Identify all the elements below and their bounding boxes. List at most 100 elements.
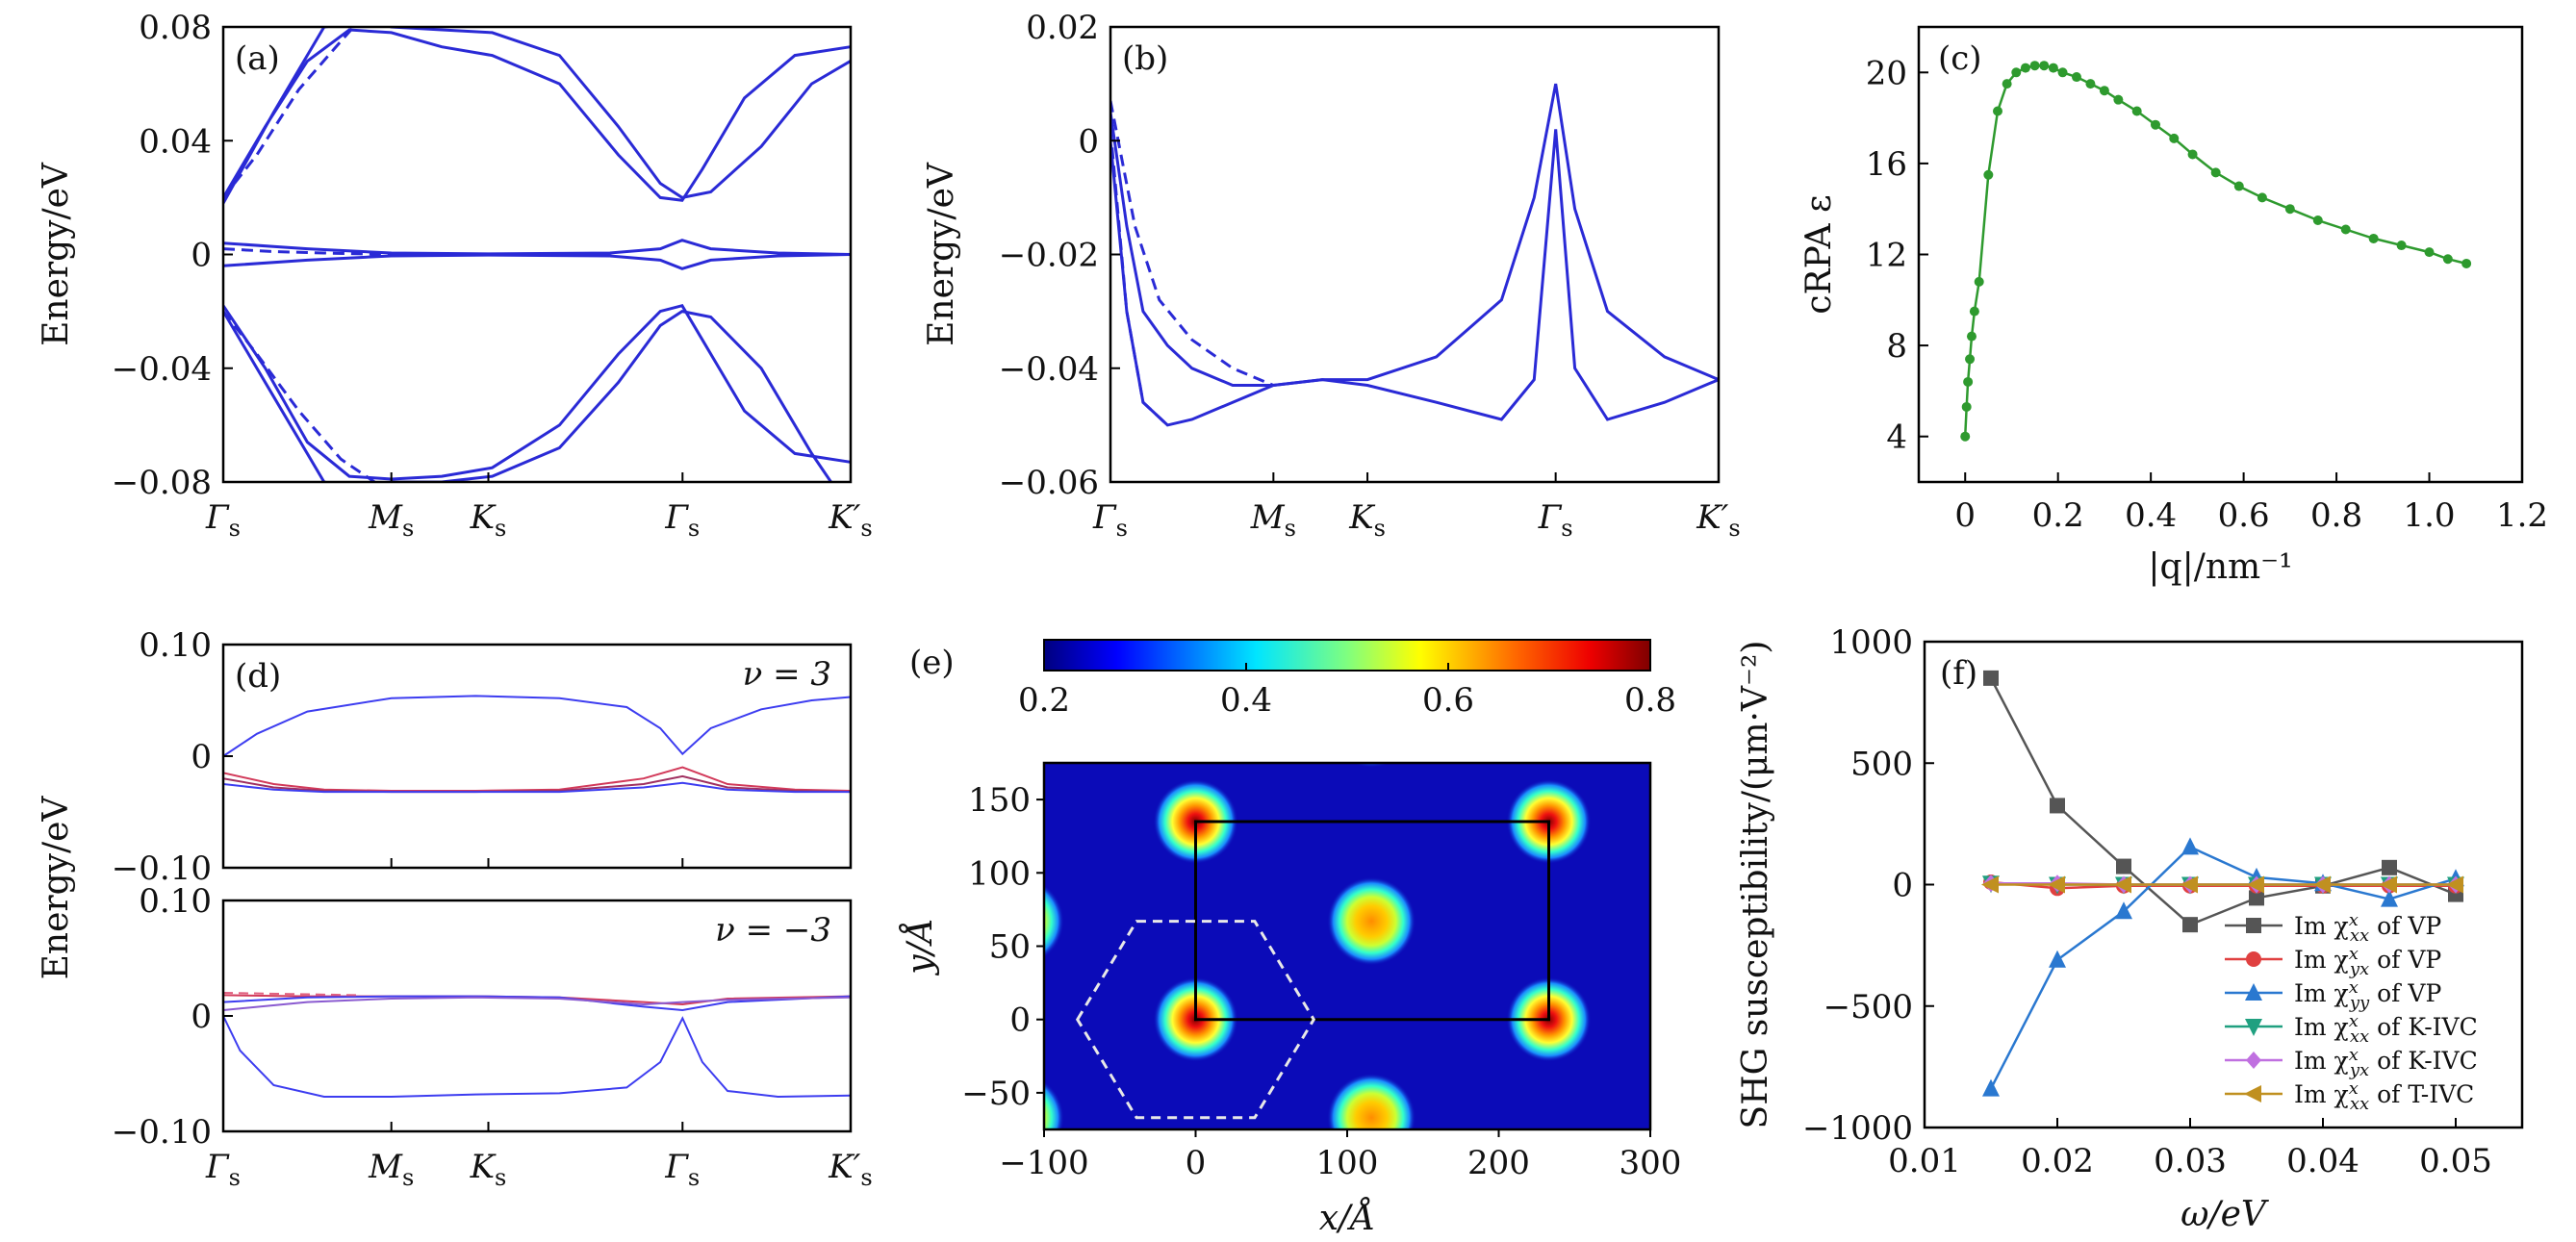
series-line-2 — [1989, 845, 2457, 1090]
epsilon-point — [1969, 306, 1979, 317]
panel-f-ylabel: SHG susceptibility/(μm·V⁻²) — [1736, 641, 1775, 1129]
series-lower1 — [223, 303, 851, 481]
panel-c-ylabel: cRPA ε — [1799, 194, 1839, 314]
density-peak-10 — [1351, 763, 1391, 768]
marker-triangle-down — [2245, 1019, 2262, 1036]
c-x-tick-label-6: 1.2 — [2496, 496, 2548, 535]
f-x-tick-label-3: 0.04 — [2286, 1142, 2359, 1180]
legend-label: Im χx xx of K-IVC — [2294, 1011, 2478, 1047]
epsilon-point — [2099, 86, 2109, 96]
panel-d-bottom-lines — [223, 992, 851, 1099]
legend-entry-5: Im χx xx of T-IVC — [2225, 1078, 2474, 1114]
x-tick-label-0: Γs — [205, 498, 241, 542]
d-top-y-tick-label-2: −0.10 — [112, 849, 212, 888]
epsilon-point — [2071, 72, 2081, 83]
f-x-tick-label-0: 0.01 — [1888, 1142, 1961, 1180]
series-upper1 — [223, 28, 851, 202]
epsilon-point — [2187, 149, 2198, 160]
panel-d-label: (d) — [235, 657, 281, 696]
legend-entry-1: Im χx yx of VP — [2225, 944, 2441, 979]
a-y-tick-label-3: −0.04 — [112, 350, 212, 389]
e-y-tick-label-4: −50 — [961, 1075, 1031, 1113]
marker-square — [2246, 918, 2261, 933]
panel-a-ylabel: Energy/eV — [37, 162, 76, 346]
series-b-blue2 — [223, 995, 851, 1012]
panel-f-xlabel: ω/eV — [2181, 1195, 2270, 1234]
epsilon-point — [2002, 79, 2012, 89]
marker-triangle-left — [2247, 875, 2264, 894]
marker-triangle-left — [2244, 1085, 2261, 1103]
epsilon-point — [2150, 119, 2160, 130]
legend-label: Im χx yy of VP — [2294, 977, 2441, 1013]
c-x-tick-label-2: 0.4 — [2125, 496, 2177, 535]
epsilon-point — [2396, 241, 2407, 251]
series-band1 — [1110, 112, 1719, 421]
epsilon-point — [2340, 224, 2351, 235]
colorbar-tick-label-2: 0.6 — [1422, 681, 1474, 720]
colorbar-tick-label-3: 0.8 — [1624, 681, 1676, 720]
panel-e-ylabel: y/Å — [900, 918, 940, 976]
series-t-upper — [223, 695, 851, 757]
marker-triangle-left — [2048, 875, 2065, 894]
b-y-tick-label-2: −0.02 — [999, 237, 1099, 275]
e-y-tick-label-3: 0 — [1009, 1001, 1031, 1040]
epsilon-point — [2048, 63, 2058, 73]
f-y-tick-label-0: 1000 — [1829, 623, 1913, 662]
unit-cell-rectangle — [1194, 820, 1550, 1022]
panel-c-xlabel: |q|/nm⁻¹ — [2148, 547, 2292, 587]
series-line-1 — [1990, 880, 2456, 890]
x-tick-label-0: Γs — [205, 1148, 241, 1191]
panel-f-label: (f) — [1940, 654, 1977, 693]
c-y-tick-label-1: 8 — [1886, 327, 1907, 366]
b-y-tick-label-3: −0.04 — [999, 350, 1099, 389]
panel-b-lines — [1110, 83, 1719, 427]
c-y-tick-label-2: 12 — [1866, 237, 1907, 275]
series-upper2 — [223, 27, 851, 205]
e-y-tick-label-2: 50 — [989, 928, 1031, 967]
marker-square — [2050, 798, 2065, 814]
dashed-d-flat — [223, 247, 392, 256]
e-x-tick-label-4: 300 — [1620, 1144, 1682, 1182]
marker-triangle-up — [2245, 983, 2262, 1001]
d-top-y-tick-label-0: 0.10 — [139, 626, 212, 665]
epsilon-point — [2029, 61, 2040, 71]
d-bottom-y-tick-label-1: 0 — [191, 998, 212, 1036]
colorbar — [1043, 639, 1651, 672]
marker-triangle-left — [2446, 875, 2463, 894]
series-lower2 — [223, 310, 833, 482]
epsilon-point — [2424, 247, 2435, 258]
epsilon-point — [1963, 376, 1974, 387]
legend-entry-2: Im χx yy of VP — [2225, 977, 2441, 1013]
epsilon-point — [1965, 354, 1976, 365]
panel-e: 0.2 0.4 0.6 0.8 (e) −100 0 100 200 300 150 100 50 0 −5… — [900, 639, 1682, 1238]
x-tick-label-4: K′s — [828, 498, 872, 542]
epsilon-point — [2011, 67, 2022, 78]
density-peak-5 — [1327, 1073, 1416, 1129]
epsilon-point — [2257, 192, 2267, 203]
legend-entry-0: Im χx xx of VP — [2225, 910, 2441, 946]
panel-d-top-lines — [223, 695, 851, 794]
series-b-lower — [223, 1015, 851, 1099]
epsilon-point — [2113, 94, 2124, 105]
series-t-blue2 — [223, 781, 851, 794]
marker-diamond — [2246, 1052, 2261, 1069]
e-y-tick-label-1: 100 — [968, 854, 1031, 893]
epsilon-point — [2284, 204, 2295, 215]
legend-label: Im χx yx of K-IVC — [2294, 1045, 2478, 1080]
e-x-tick-label-0: −100 — [999, 1144, 1088, 1182]
epsilon-point — [1983, 169, 1994, 180]
series-band2 — [1110, 83, 1719, 427]
x-tick-label-1: Ms — [1250, 498, 1296, 542]
panel-c-label: (c) — [1938, 39, 1982, 78]
marker-circle — [2246, 951, 2261, 967]
marker-square — [2249, 890, 2264, 906]
dashed-d-b2 — [1110, 129, 1169, 426]
marker-triangle-left — [1981, 875, 1999, 894]
epsilon-point — [2057, 67, 2068, 78]
panel-b-ylabel: Energy/eV — [922, 162, 961, 346]
epsilon-point — [2312, 215, 2323, 226]
